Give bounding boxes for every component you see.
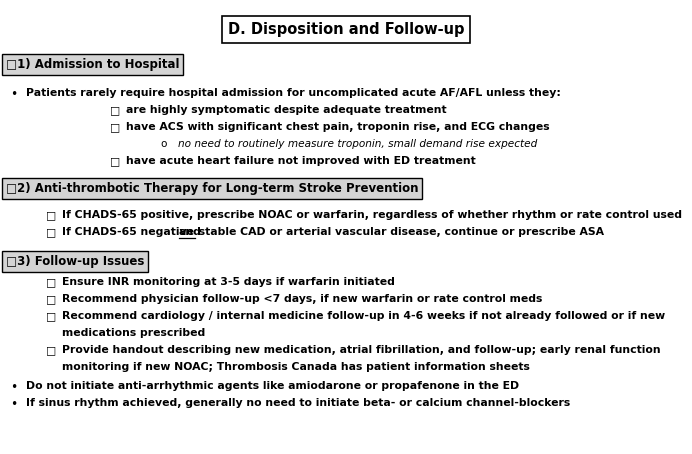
Text: If sinus rhythm achieved, generally no need to initiate beta- or calcium channel: If sinus rhythm achieved, generally no n… xyxy=(26,398,570,408)
Text: are highly symptomatic despite adequate treatment: are highly symptomatic despite adequate … xyxy=(126,105,446,115)
Text: medications prescribed: medications prescribed xyxy=(62,328,206,338)
Text: Ensure INR monitoring at 3-5 days if warfarin initiated: Ensure INR monitoring at 3-5 days if war… xyxy=(62,277,395,287)
Text: •: • xyxy=(10,88,17,101)
Text: Patients rarely require hospital admission for uncomplicated acute AF/AFL unless: Patients rarely require hospital admissi… xyxy=(26,88,561,98)
Text: □: □ xyxy=(46,227,56,237)
Text: have acute heart failure not improved with ED treatment: have acute heart failure not improved wi… xyxy=(126,156,476,166)
Text: Do not initiate anti-arrhythmic agents like amiodarone or propafenone in the ED: Do not initiate anti-arrhythmic agents l… xyxy=(26,381,519,391)
Text: Recommend physician follow-up <7 days, if new warfarin or rate control meds: Recommend physician follow-up <7 days, i… xyxy=(62,294,543,304)
Text: □3) Follow-up Issues: □3) Follow-up Issues xyxy=(6,255,145,268)
Text: □: □ xyxy=(110,156,120,166)
Text: □: □ xyxy=(46,311,56,321)
Text: □: □ xyxy=(46,345,56,355)
Text: Recommend cardiology / internal medicine follow-up in 4-6 weeks if not already f: Recommend cardiology / internal medicine… xyxy=(62,311,665,321)
Text: •: • xyxy=(10,398,17,411)
Text: □: □ xyxy=(46,210,56,220)
Text: and: and xyxy=(179,227,201,237)
Text: •: • xyxy=(10,381,17,394)
Text: If CHADS-65 negative: If CHADS-65 negative xyxy=(62,227,198,237)
Text: □: □ xyxy=(110,122,120,132)
Text: □: □ xyxy=(110,105,120,115)
Text: □: □ xyxy=(46,294,56,304)
Text: have ACS with significant chest pain, troponin rise, and ECG changes: have ACS with significant chest pain, tr… xyxy=(126,122,549,132)
Text: o: o xyxy=(160,139,167,149)
Text: If CHADS-65 positive, prescribe NOAC or warfarin, regardless of whether rhythm o: If CHADS-65 positive, prescribe NOAC or … xyxy=(62,210,682,220)
Text: D. Disposition and Follow-up: D. Disposition and Follow-up xyxy=(228,22,464,37)
Text: monitoring if new NOAC; Thrombosis Canada has patient information sheets: monitoring if new NOAC; Thrombosis Canad… xyxy=(62,362,530,372)
Text: stable CAD or arterial vascular disease, continue or prescribe ASA: stable CAD or arterial vascular disease,… xyxy=(195,227,604,237)
Text: □1) Admission to Hospital: □1) Admission to Hospital xyxy=(6,58,179,71)
Text: no need to routinely measure troponin, small demand rise expected: no need to routinely measure troponin, s… xyxy=(178,139,537,149)
Text: □2) Anti-thrombotic Therapy for Long-term Stroke Prevention: □2) Anti-thrombotic Therapy for Long-ter… xyxy=(6,182,419,195)
Text: Provide handout describing new medication, atrial fibrillation, and follow-up; e: Provide handout describing new medicatio… xyxy=(62,345,661,355)
Text: □: □ xyxy=(46,277,56,287)
